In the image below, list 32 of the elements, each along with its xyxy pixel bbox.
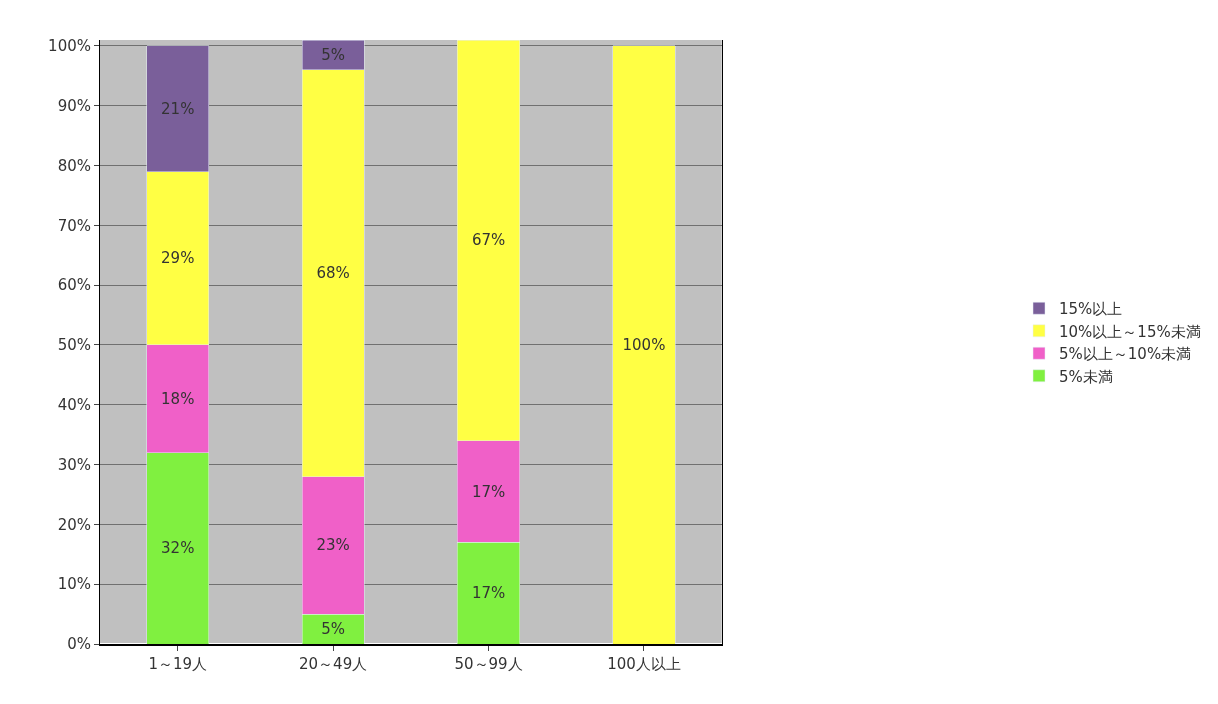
y-tick-label: 100% bbox=[48, 37, 91, 56]
x-tick-label: 1～19人 bbox=[148, 655, 208, 673]
legend-label: 5%未満 bbox=[1059, 367, 1113, 386]
data-label: 21% bbox=[161, 99, 195, 118]
y-tick-label: 30% bbox=[57, 455, 91, 474]
y-tick-label: 10% bbox=[57, 575, 91, 594]
y-tick-label: 70% bbox=[57, 216, 91, 235]
y-tick-label: 80% bbox=[57, 156, 91, 175]
data-label: 23% bbox=[316, 536, 350, 555]
y-tick-label: 50% bbox=[57, 336, 91, 355]
y-tick-label: 60% bbox=[57, 276, 91, 295]
legend-label: 5%以上～10%未満 bbox=[1059, 345, 1192, 364]
legend-label: 15%以上 bbox=[1059, 300, 1123, 319]
x-tick-label: 50～99人 bbox=[454, 655, 523, 673]
legend-label: 10%以上～15%未満 bbox=[1059, 322, 1201, 341]
data-label: 5% bbox=[321, 620, 346, 639]
y-tick-label: 90% bbox=[57, 97, 91, 116]
data-label: 5% bbox=[321, 45, 346, 64]
data-label: 17% bbox=[471, 584, 506, 603]
y-tick-label: 40% bbox=[57, 396, 91, 415]
x-tick-label: 20～49人 bbox=[299, 655, 368, 673]
data-label: 17% bbox=[471, 482, 506, 501]
y-tick-label: 0% bbox=[67, 635, 91, 654]
data-label: 32% bbox=[161, 539, 195, 558]
x-tick-label: 100人以上 bbox=[607, 655, 681, 673]
data-label: 29% bbox=[161, 249, 195, 268]
data-label: 18% bbox=[161, 389, 195, 408]
y-tick-label: 20% bbox=[57, 515, 91, 534]
bar bbox=[612, 45, 676, 644]
data-label: 67% bbox=[471, 231, 506, 250]
data-label: 100% bbox=[622, 335, 666, 354]
data-label: 68% bbox=[316, 264, 350, 283]
